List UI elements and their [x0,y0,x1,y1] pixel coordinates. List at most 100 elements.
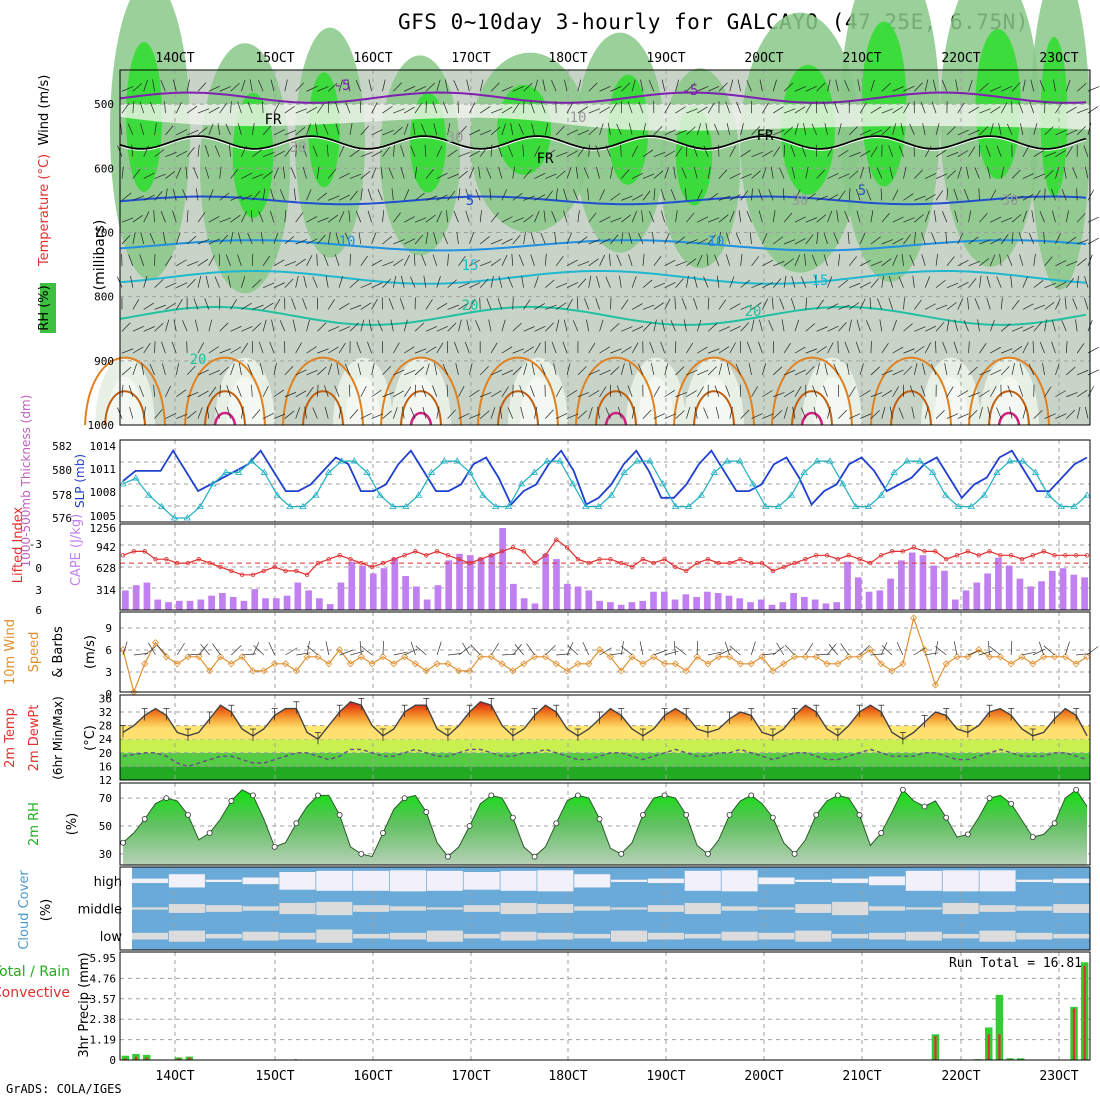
temp-tick: 12 [99,774,112,787]
wind-barb [675,129,687,136]
wind-barb [165,171,176,179]
wind-barb [827,406,831,419]
lifted-point [684,568,689,574]
cape-tick: 628 [96,562,116,575]
wind-barb [458,170,469,179]
wind-barb [957,102,965,114]
pressure-tick: 1000 [88,419,115,432]
wind-barb [197,258,209,267]
wind-barb [737,79,742,92]
surface-wind-barb [967,649,982,656]
wind-barb [270,79,275,92]
rh-zone-saturated [308,72,340,188]
wind-barb [534,406,538,419]
cape-bar [887,578,894,610]
cloud-cell [132,878,169,884]
wind-barb [1039,210,1045,223]
wind-barb [469,129,481,136]
wind-barb [903,85,915,92]
cloud-cell [537,870,574,892]
wind-barb [629,363,633,376]
wind-barb [355,210,362,223]
wind-barb [252,304,264,310]
rh2m-point [813,811,820,818]
wind-barb [1022,325,1034,332]
wind-barb [295,239,307,245]
wind-barb [237,101,242,114]
wind-barb [628,232,633,245]
precip-conv-bar [188,1057,191,1060]
wind-point [812,653,820,661]
wind-barb [954,319,959,332]
wind-barb [1001,85,1013,92]
wind-barb [631,303,643,310]
rh-zone-saturated [781,64,835,195]
wind-barb [197,342,205,354]
wind-barb [562,341,568,354]
cape-bar [283,595,291,610]
top-date-tick: 21OCT [842,51,881,66]
cloud-cell [979,870,1016,892]
wind-barb [824,123,828,135]
bottom-date-tick: 14OCT [155,1069,194,1084]
wind-barb [556,152,568,158]
wind-barb [898,145,904,157]
wind-barb [758,188,763,201]
wind-point [585,660,593,668]
wind-point [671,660,679,668]
wind-barb [317,102,325,114]
wind-point [541,653,549,661]
surface-wind-barb [231,645,242,656]
cape-bar [434,585,442,610]
wind-point [910,614,918,622]
cape-bar [229,596,237,610]
wind-barb [990,237,1002,245]
surface-wind-barb [639,641,644,656]
wind-barb [990,216,1002,223]
wind-barb [458,255,466,267]
temp-tick: 36 [99,692,112,705]
wind-barb [270,188,275,201]
wind-barb [488,319,492,332]
wind-barb [360,413,372,419]
wind-barb [848,319,852,332]
wind-barb [273,282,285,288]
wind-barb [835,79,839,92]
wind-barb [317,217,329,223]
cloud-cell [647,932,684,940]
wind-barb [566,167,572,179]
wind-barb [501,189,508,201]
wind-barb [707,297,710,310]
cape-bar [197,599,205,610]
cloud-cell [426,907,463,910]
cloud-cell [684,933,721,939]
lifted-point [369,564,375,570]
wind-barb [324,385,329,397]
wind-barb [545,279,555,288]
wind-barb [686,407,691,419]
wind-barb [1055,363,1060,376]
wind-barb [1011,82,1021,92]
wind-barb [921,254,926,266]
wind-barb [1033,190,1041,201]
wind-barb [588,239,600,245]
wind-barb [859,363,864,376]
wind-barb [444,79,448,92]
wind-barb [979,108,991,114]
wind-barb [782,188,785,201]
contour-label: 15 [462,258,479,274]
wind-barb [816,363,820,376]
wind-barb [489,188,492,201]
wind-barb [258,341,264,354]
wind-barb [219,348,231,354]
wind-barb [327,299,335,310]
rh2m-point [531,853,538,860]
wind-barb [262,101,264,114]
wind-barb [454,341,459,354]
wind-barb [729,342,736,354]
wind-barb [442,363,448,376]
surface-wind-barb [415,645,427,656]
contour-label: FR [265,112,282,128]
wind-barb [1020,123,1024,135]
wind-barb [295,258,306,267]
